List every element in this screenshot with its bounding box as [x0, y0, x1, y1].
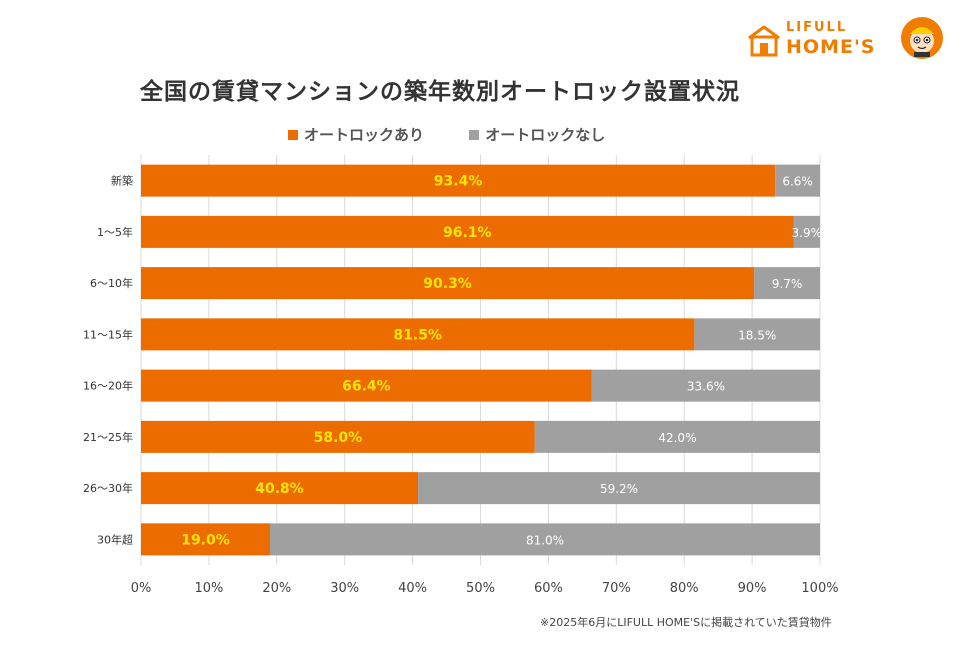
bar-without-autolock	[270, 523, 820, 556]
x-tick-label: 30%	[330, 581, 359, 596]
brand-name-top: LIFULL	[786, 20, 848, 35]
data-label: 9.7%	[772, 277, 803, 291]
legend-swatch-without-autolock	[469, 129, 480, 140]
legend-label-without-autolock: オートロックなし	[485, 126, 606, 144]
chart-legend: オートロックあり オートロックなし	[288, 124, 645, 145]
x-tick-label: 100%	[801, 581, 838, 596]
mascot-icon	[901, 17, 943, 59]
category-label: 1～5年	[97, 225, 133, 239]
bar-with-autolock	[141, 369, 592, 402]
x-tick-label: 40%	[398, 581, 427, 596]
data-label: 33.6%	[687, 380, 725, 394]
data-label: 58.0%	[314, 430, 363, 446]
data-label: 66.4%	[342, 379, 391, 395]
legend-item-without-autolock: オートロックなし	[469, 124, 605, 145]
category-label: 21～25年	[83, 430, 133, 444]
bar-without-autolock	[775, 164, 820, 197]
bar-without-autolock	[591, 369, 820, 402]
data-label: 42.0%	[658, 431, 696, 445]
legend-item-with-autolock: オートロックあり	[288, 124, 424, 145]
footnote: ※2025年6月にLIFULL HOME'Sに掲載されていた賃貸物件	[540, 616, 832, 629]
data-label: 40.8%	[255, 481, 304, 497]
category-label: 16～20年	[83, 379, 133, 393]
x-tick-label: 0%	[131, 581, 152, 596]
data-label: 3.9%	[792, 226, 823, 240]
x-tick-label: 70%	[602, 581, 631, 596]
data-label: 81.0%	[526, 533, 564, 547]
data-label: 59.2%	[600, 482, 638, 496]
data-label: 19.0%	[181, 532, 230, 548]
x-tick-label: 90%	[738, 581, 767, 596]
data-label: 18.5%	[738, 328, 776, 342]
bar-without-autolock	[754, 267, 820, 300]
category-label: 6～10年	[90, 276, 133, 290]
data-label: 90.3%	[423, 276, 472, 292]
data-label: 81.5%	[393, 327, 442, 343]
bar-without-autolock	[418, 472, 820, 505]
data-label: 6.6%	[782, 175, 813, 189]
bar-without-autolock	[793, 215, 820, 248]
category-label: 30年超	[97, 532, 133, 546]
bar-with-autolock	[141, 267, 755, 300]
house-icon	[748, 25, 780, 57]
brand-name-bottom: HOME'S	[786, 36, 876, 58]
bar-with-autolock	[141, 164, 776, 197]
bar-with-autolock	[141, 318, 695, 351]
legend-swatch-with-autolock	[288, 129, 298, 140]
x-tick-label: 80%	[670, 581, 699, 596]
category-label: 新築	[111, 174, 133, 188]
x-tick-label: 60%	[534, 581, 563, 596]
legend-label-with-autolock: オートロックあり	[304, 126, 425, 144]
bar-without-autolock	[694, 318, 820, 351]
data-label: 96.1%	[443, 225, 492, 241]
bar-with-autolock	[141, 523, 271, 556]
bar-with-autolock	[141, 420, 535, 453]
bar-with-autolock	[141, 472, 419, 505]
x-tick-label: 10%	[194, 581, 223, 596]
x-tick-label: 50%	[466, 581, 495, 596]
category-label: 26～30年	[83, 481, 133, 495]
category-label: 11～15年	[83, 327, 133, 341]
data-label: 93.4%	[434, 174, 483, 190]
bar-with-autolock	[141, 215, 794, 248]
brand-logo: LIFULL HOME'S	[746, 16, 946, 64]
chart-title: 全国の賃貸マンションの築年数別オートロック設置状況	[140, 79, 740, 105]
x-tick-label: 20%	[262, 581, 291, 596]
bar-without-autolock	[534, 420, 820, 453]
